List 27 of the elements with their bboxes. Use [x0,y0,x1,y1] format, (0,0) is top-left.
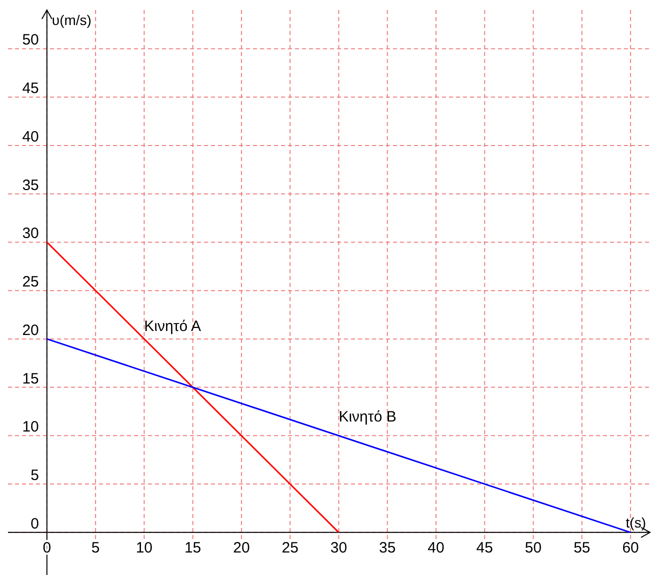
x-tick-label: 10 [136,539,153,556]
y-tick-label: 30 [22,225,39,242]
x-tick-label: 15 [184,539,202,556]
x-tick-label: 40 [428,539,444,556]
x-tick-label: 35 [379,539,396,556]
x-tick-label: 55 [574,539,590,556]
x-axis-title: t(s) [626,514,646,530]
series-label: Κινητό Β [338,408,396,426]
y-tick-label: 15 [22,370,39,388]
y-tick-label: 50 [22,32,39,49]
y-tick-label: 40 [22,128,39,146]
y-tick-label: 10 [22,418,39,436]
x-tick-label: 60 [622,539,639,556]
x-tick-label: 25 [282,539,298,556]
y-tick-label: 25 [22,274,39,291]
y-tick-label: 5 [30,467,39,484]
y-tick-label: 35 [22,176,39,194]
y-axis-title: υ(m/s) [52,12,92,28]
x-tick-label: 20 [233,539,250,556]
x-tick-label: 45 [476,539,493,556]
x-tick-label: 50 [524,539,542,556]
y-tick-label: 20 [22,322,39,339]
y-tick-label: 0 [30,515,39,532]
x-tick-label: 5 [91,539,100,556]
x-tick-label: 30 [330,539,348,556]
y-tick-label: 45 [22,80,39,98]
series-label: Κινητό Α [144,318,201,335]
